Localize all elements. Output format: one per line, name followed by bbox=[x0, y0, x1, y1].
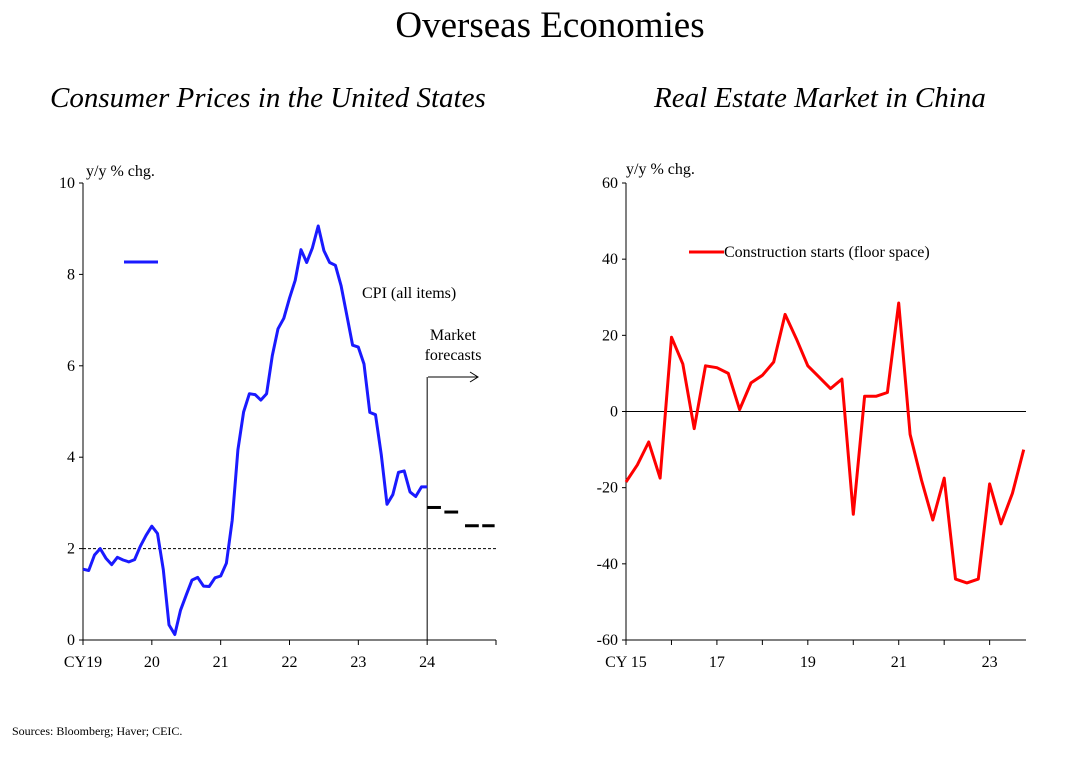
cpi-y-tick-label: 4 bbox=[67, 449, 75, 466]
cpi-chart-title: Consumer Prices in the United States bbox=[50, 82, 486, 114]
cpi-y-tick-label: 0 bbox=[67, 632, 75, 649]
china-y-tick-label: 0 bbox=[610, 404, 618, 421]
cpi-x-tick-label: 22 bbox=[282, 654, 298, 671]
cpi-x-tick-label: 23 bbox=[350, 654, 366, 671]
china-x-tick-label: 17 bbox=[709, 654, 725, 671]
forecast-annotation-line: forecasts bbox=[425, 347, 482, 364]
china-y-tick-label: -20 bbox=[597, 480, 618, 497]
sources-note: Sources: Bloomberg; Haver; CEIC. bbox=[12, 724, 183, 738]
cpi-chart: y/y % chg. CPI (all items) Market forecas… bbox=[59, 163, 497, 671]
cpi-ylabel: y/y % chg. bbox=[86, 163, 155, 180]
cpi-y-tick-label: 6 bbox=[67, 358, 75, 375]
china-y-tick-label: -40 bbox=[597, 556, 618, 573]
china-ylabel: y/y % chg. bbox=[626, 161, 695, 178]
china-chart-title: Real Estate Market in China bbox=[654, 82, 986, 114]
forecast-annotation-line: Market bbox=[430, 327, 477, 344]
china-y-tick-label: 20 bbox=[602, 327, 618, 344]
cpi-x-tick-label: 20 bbox=[144, 654, 160, 671]
forecast-arrow-head bbox=[469, 371, 479, 383]
china-y-tick-label: -60 bbox=[597, 632, 618, 649]
cpi-x-tick-label: CY19 bbox=[64, 654, 102, 671]
cpi-y-tick-label: 8 bbox=[67, 266, 75, 283]
china-x-tick-label: 21 bbox=[891, 654, 907, 671]
forecast-annotation: Market forecasts bbox=[425, 327, 482, 364]
china-x-tick-label: CY 15 bbox=[605, 654, 647, 671]
cpi-series-line bbox=[82, 224, 428, 636]
china-x-tick-label: 23 bbox=[982, 654, 998, 671]
china-series-line bbox=[624, 301, 1026, 585]
cpi-y-tick-label: 2 bbox=[67, 541, 75, 558]
page-title: Overseas Economies bbox=[395, 5, 705, 46]
cpi-x-tick-label: 21 bbox=[213, 654, 229, 671]
cpi-legend-label: CPI (all items) bbox=[362, 285, 456, 302]
cpi-x-tick-label: 24 bbox=[419, 654, 435, 671]
china-y-tick-label: 40 bbox=[602, 251, 618, 268]
cpi-y-tick-label: 10 bbox=[59, 175, 75, 192]
china-y-tick-label: 60 bbox=[602, 175, 618, 192]
china-legend-label: Construction starts (floor space) bbox=[724, 244, 930, 261]
china-chart: y/y % chg. Construction starts (floor sp… bbox=[597, 161, 1026, 671]
china-x-tick-label: 19 bbox=[800, 654, 816, 671]
